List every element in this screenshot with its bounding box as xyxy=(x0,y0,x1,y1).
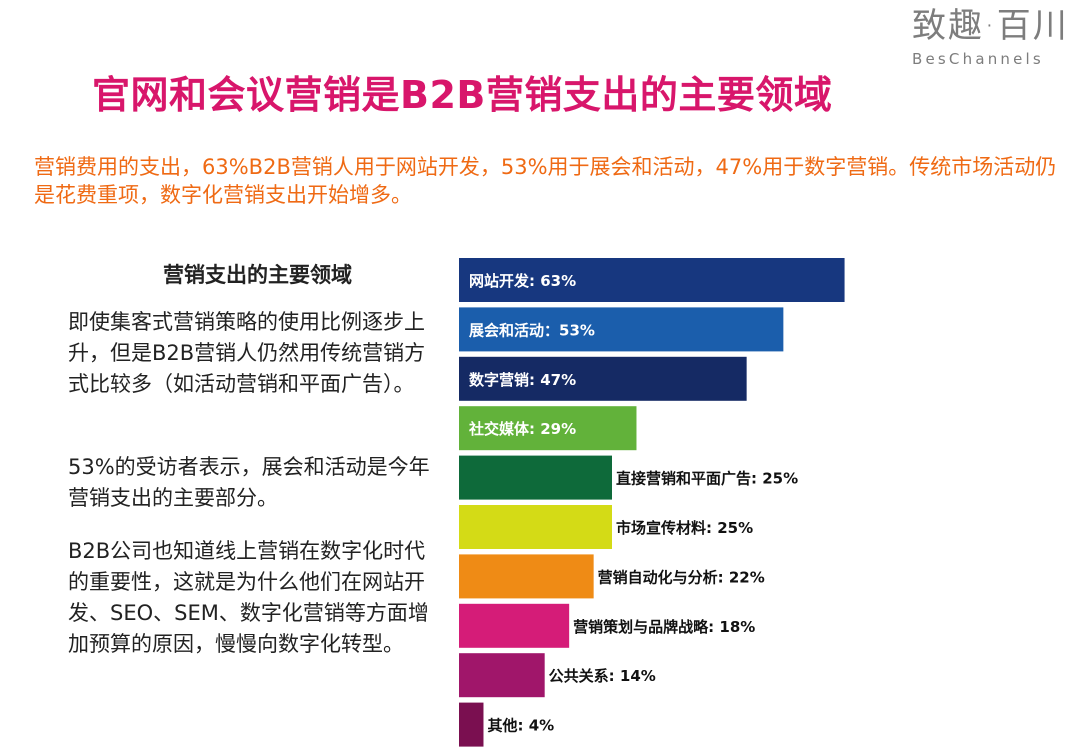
summary-text: 营销费用的支出，63%B2B营销人用于网站开发，53%用于展会和活动，47%用于… xyxy=(34,155,1057,207)
bar-9 xyxy=(459,653,545,698)
bar-10 xyxy=(459,702,484,747)
panel-paragraph-2: 53%的受访者表示，展会和活动是今年营销支出的主要部分。 xyxy=(68,455,430,510)
bar-label-2: 展会和活动：53% xyxy=(469,321,595,339)
bar-label-6: 市场宣传材料: 25% xyxy=(616,519,753,537)
page-title: 官网和会议营销是B2B营销支出的主要领域 xyxy=(92,73,833,117)
bar-label-1: 网站开发: 63% xyxy=(469,272,576,290)
bar-1 xyxy=(459,258,845,302)
bar-label-7: 营销自动化与分析: 22% xyxy=(598,568,765,586)
bar-label-9: 公共关系: 14% xyxy=(549,667,656,685)
bar-label-4: 社交媒体: 29% xyxy=(468,420,576,438)
bar-6 xyxy=(459,505,612,549)
bar-5 xyxy=(459,455,612,500)
bar-7 xyxy=(459,554,594,599)
panel-paragraph-1: 即使集客式营销策略的使用比例逐步上升，但是B2B营销人仍然用传统营销方式比较多（… xyxy=(68,310,426,396)
logo-english-text: BesChannels xyxy=(912,50,1044,68)
bar-label-5: 直接营销和平面广告: 25% xyxy=(616,470,798,488)
bar-label-3: 数字营销: 47% xyxy=(469,371,576,389)
brand-logo: 致趣·百川 BesChannels xyxy=(912,6,1078,68)
logo-chinese-text: 致趣·百川 xyxy=(912,6,1069,46)
bar-8 xyxy=(459,603,570,648)
panel-title: 营销支出的主要领域 xyxy=(163,263,352,287)
bar-label-10: 其他: 4% xyxy=(487,717,554,735)
bar-2 xyxy=(459,307,784,352)
bar-label-8: 营销策划与品牌战略: 18% xyxy=(573,618,755,636)
bar-4 xyxy=(459,406,637,451)
bar-3 xyxy=(459,356,747,401)
panel-paragraph-3: B2B公司也知道线上营销在数字化时代的重要性，这就是为什么他们在网站开发、SEO… xyxy=(68,539,429,656)
